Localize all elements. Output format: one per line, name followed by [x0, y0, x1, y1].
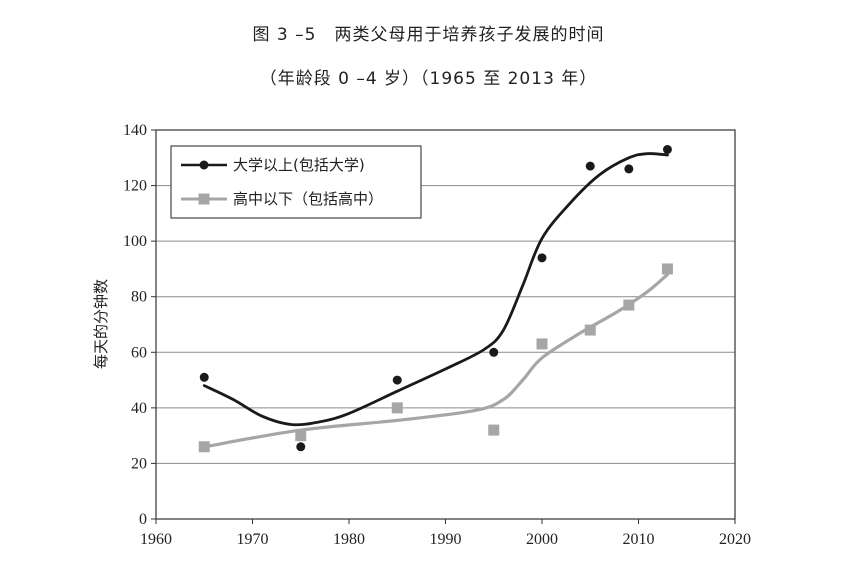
legend-marker-college	[199, 160, 209, 170]
data-point-highschool	[391, 402, 403, 414]
x-tick-label: 1970	[237, 531, 269, 548]
data-point-college	[392, 375, 402, 385]
legend-marker-highschool	[198, 193, 210, 205]
y-tick-label: 20	[131, 455, 147, 472]
chart-title: 图 3 –5 两类父母用于培养孩子发展的时间	[252, 25, 605, 45]
y-tick-label: 60	[131, 344, 147, 361]
y-axis-label: 每天的分钟数	[92, 279, 110, 369]
legend-box	[170, 145, 422, 219]
data-point-college	[624, 164, 634, 174]
gridlines	[156, 185, 735, 464]
x-tick-label: 1960	[140, 531, 172, 548]
axis-ticks: 0 20 40 60 80 100 120 140 1960 1970 1980 1990 2000 20…	[123, 122, 751, 548]
legend: 大学以上(包括大学) 高中以下（包括高中）	[170, 145, 422, 219]
y-tick-label: 120	[123, 178, 147, 195]
x-tick-label: 2020	[719, 531, 751, 548]
x-tick-label: 1980	[333, 531, 365, 548]
y-tick-label: 0	[139, 511, 147, 528]
y-tick-label: 40	[131, 400, 147, 417]
data-point-highschool	[295, 430, 307, 442]
data-point-highschool	[584, 324, 596, 336]
x-tick-label: 2010	[623, 531, 655, 548]
data-point-college	[199, 372, 209, 382]
y-tick-label: 140	[123, 122, 147, 139]
series-layer	[198, 144, 673, 453]
x-tick-label: 1990	[430, 531, 462, 548]
x-tick-label: 2000	[526, 531, 558, 548]
data-point-highschool	[623, 299, 635, 311]
data-point-college	[537, 253, 547, 263]
y-tick-label: 80	[131, 289, 147, 306]
data-point-college	[489, 347, 499, 357]
trend-line-college	[202, 152, 669, 427]
data-point-highschool	[488, 424, 500, 436]
legend-label-highschool: 高中以下（包括高中）	[233, 190, 383, 208]
data-point-highschool	[536, 338, 548, 350]
data-point-highschool	[198, 441, 210, 453]
legend-label-college: 大学以上(包括大学)	[233, 156, 365, 174]
data-point-college	[296, 442, 306, 452]
chart-subtitle: （年龄段 0 –4 岁）（1965 至 2013 年）	[259, 69, 598, 89]
data-point-highschool	[661, 263, 673, 275]
y-tick-label: 100	[123, 233, 147, 250]
data-point-college	[662, 144, 672, 154]
data-point-college	[585, 161, 595, 171]
